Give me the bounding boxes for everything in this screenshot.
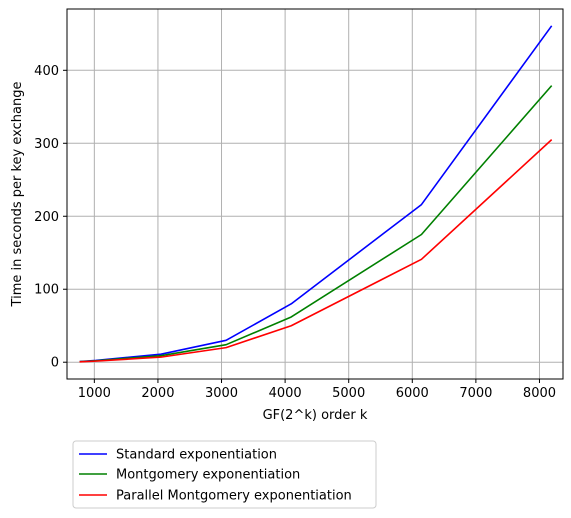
y-tick-label: 400 (34, 64, 59, 79)
y-tick-label: 200 (34, 210, 59, 225)
legend: Standard exponentiation Montgomery expon… (72, 440, 377, 509)
x-tick-label: 7000 (459, 386, 492, 401)
x-tick-label: 4000 (269, 386, 302, 401)
y-tick-label: 0 (51, 356, 59, 371)
x-tick-label: 1000 (78, 386, 111, 401)
y-tick-label: 100 (34, 283, 59, 298)
x-tick-label: 5000 (332, 386, 365, 401)
x-axis-ticks: 1000 2000 3000 4000 5000 6000 7000 8000 (78, 379, 556, 401)
x-tick-label: 6000 (396, 386, 429, 401)
series-line-montgomery (79, 85, 553, 363)
y-tick-label: 300 (34, 137, 59, 152)
x-tick-label: 8000 (523, 386, 556, 401)
y-axis-ticks: 0 100 200 300 400 (34, 64, 67, 371)
series-lines (79, 25, 553, 363)
x-tick-label: 3000 (205, 386, 238, 401)
legend-entry-montgomery: Montgomery exponentiation (116, 468, 300, 483)
grid (67, 9, 563, 379)
series-line-standard (79, 25, 553, 363)
series-line-parallel-montgomery (79, 139, 553, 363)
y-axis-label: Time in seconds per key exchange (10, 82, 25, 308)
legend-entry-standard: Standard exponentiation (116, 448, 277, 463)
legend-box (72, 440, 377, 509)
legend-entry-parallel-montgomery: Parallel Montgomery exponentiation (116, 489, 352, 504)
x-tick-label: 2000 (141, 386, 174, 401)
x-axis-label: GF(2^k) order k (263, 408, 368, 423)
plot-frame (66, 8, 564, 380)
